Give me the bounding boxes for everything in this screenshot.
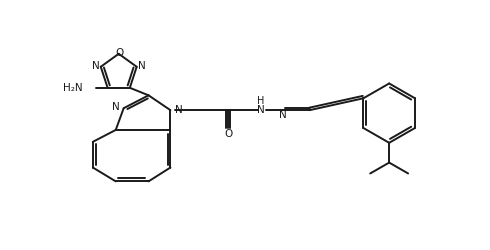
Text: N: N (279, 110, 287, 120)
Text: N: N (257, 105, 265, 115)
Text: N: N (112, 102, 120, 112)
Text: O: O (224, 129, 232, 139)
Text: O: O (116, 48, 124, 58)
Text: N: N (92, 61, 99, 71)
Text: N: N (174, 105, 182, 115)
Text: H₂N: H₂N (63, 83, 83, 93)
Text: N: N (138, 61, 146, 71)
Text: H: H (257, 96, 265, 106)
